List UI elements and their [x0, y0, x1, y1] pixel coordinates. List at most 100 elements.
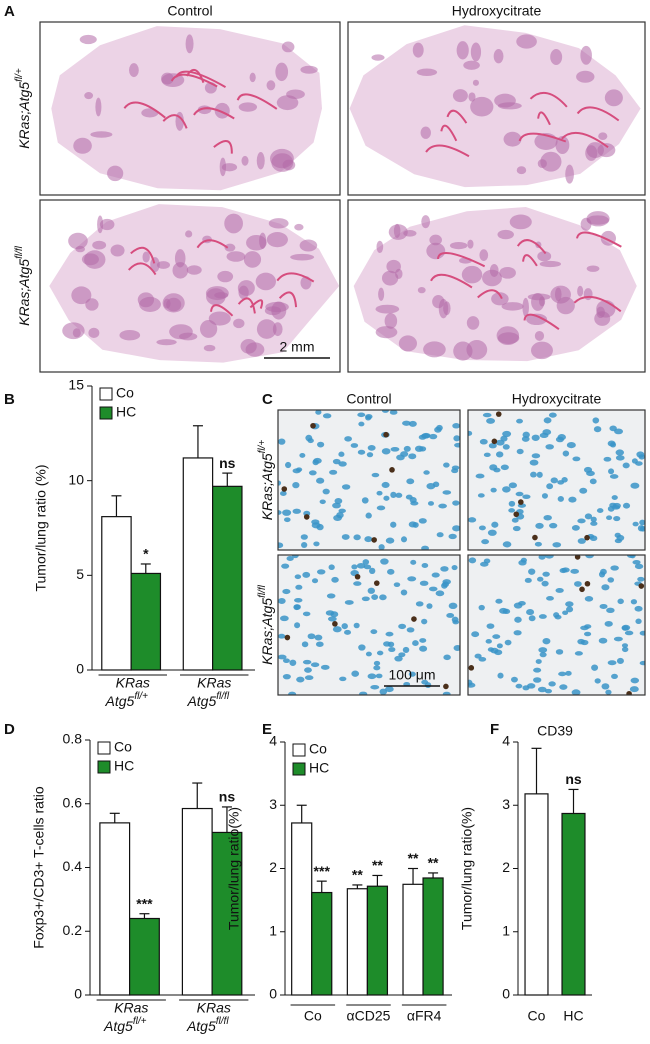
nucleus: [451, 564, 458, 571]
x-tick-label-main: Atg5: [186, 1018, 216, 1034]
nucleus: [338, 451, 345, 457]
foxp3-cell: [354, 573, 361, 580]
significance: *: [143, 546, 149, 562]
nucleus: [301, 541, 308, 548]
nucleus: [636, 451, 645, 458]
tumor-focus: [461, 265, 483, 284]
nucleus: [393, 582, 401, 587]
nucleus: [630, 482, 640, 489]
nucleus: [584, 596, 594, 602]
tumor-focus: [594, 311, 611, 326]
nucleus: [542, 571, 550, 577]
nucleus: [512, 525, 521, 532]
nucleus: [481, 539, 490, 545]
nucleus: [493, 467, 501, 473]
y-tick-label: 0.8: [63, 731, 83, 747]
airway: [446, 109, 468, 124]
x-tick-label: αFR4: [407, 1008, 442, 1024]
panel-letter: F: [490, 721, 499, 738]
nucleus: [511, 676, 518, 683]
nucleus: [366, 452, 374, 458]
legend-label: HC: [309, 760, 329, 776]
tumor-focus: [219, 157, 227, 177]
nucleus: [415, 601, 424, 607]
tumor-focus: [526, 313, 548, 326]
nucleus: [278, 597, 286, 605]
foxp3-cell: [281, 486, 288, 492]
nucleus: [389, 410, 398, 415]
nucleus: [419, 638, 427, 643]
nucleus: [278, 480, 282, 486]
nucleus: [402, 420, 411, 426]
nucleus: [308, 470, 317, 476]
foxp3-cell: [468, 665, 475, 671]
nucleus: [331, 576, 339, 583]
foxp3-cell: [518, 499, 524, 505]
nucleus: [499, 607, 508, 614]
nucleus: [320, 664, 330, 670]
nucleus: [452, 423, 460, 429]
nucleus: [483, 452, 491, 458]
nucleus: [357, 449, 366, 455]
nucleus: [421, 679, 429, 685]
nucleus: [278, 438, 286, 445]
tumor-focus: [88, 327, 100, 338]
airway: [523, 313, 560, 330]
tumor-focus: [423, 341, 446, 358]
nucleus: [479, 438, 488, 445]
nucleus: [488, 443, 497, 449]
bar: [311, 891, 333, 996]
nucleus: [621, 646, 629, 653]
nucleus: [367, 445, 376, 451]
legend-swatch: [97, 760, 111, 774]
nucleus: [596, 508, 604, 513]
nucleus: [468, 517, 477, 523]
foxp3-cell: [638, 583, 645, 589]
airway: [576, 106, 620, 122]
field-bg: [468, 555, 645, 695]
nucleus: [403, 445, 411, 452]
y-tick-label: 0.6: [63, 794, 83, 810]
nucleus: [637, 576, 645, 582]
y-tick-label: 4: [502, 733, 510, 749]
row-label-main: KRas;Atg5: [259, 598, 275, 665]
nucleus: [436, 532, 444, 538]
row-label: KRas;Atg5fl/+: [14, 68, 32, 149]
nucleus: [508, 482, 518, 489]
tumor-focus: [226, 251, 246, 262]
column-label: Control: [346, 391, 391, 407]
nucleus: [358, 644, 366, 651]
tumor-focus: [467, 239, 474, 249]
nucleus: [508, 500, 516, 507]
significance: **: [408, 850, 419, 866]
nucleus: [353, 534, 361, 541]
nucleus: [515, 491, 524, 497]
nucleus: [410, 559, 417, 565]
tumor-focus: [208, 311, 231, 326]
foxp3-cell: [532, 534, 538, 541]
nucleus: [544, 688, 552, 694]
nucleus: [533, 677, 542, 683]
tumor-focus: [443, 301, 451, 316]
nucleus: [548, 412, 557, 418]
nucleus: [468, 557, 477, 564]
tumor-focus: [84, 92, 94, 100]
foxp3-cell: [284, 634, 291, 641]
airway: [278, 291, 298, 308]
tumor-focus: [550, 49, 563, 66]
tumor-focus: [550, 285, 571, 304]
nucleus: [429, 433, 438, 440]
nucleus: [294, 604, 301, 610]
nucleus: [313, 541, 320, 547]
nucleus: [557, 434, 566, 441]
x-tick-label: Atg5fl/+: [103, 1016, 147, 1034]
tumor-focus: [530, 341, 553, 360]
nucleus: [310, 662, 320, 668]
tumor-focus: [586, 265, 600, 272]
tumor-focus: [522, 297, 529, 317]
nucleus: [601, 683, 610, 690]
tumor-focus: [95, 97, 102, 117]
airway: [529, 91, 568, 108]
tumor-focus: [463, 60, 480, 70]
tumor-focus: [266, 232, 288, 248]
